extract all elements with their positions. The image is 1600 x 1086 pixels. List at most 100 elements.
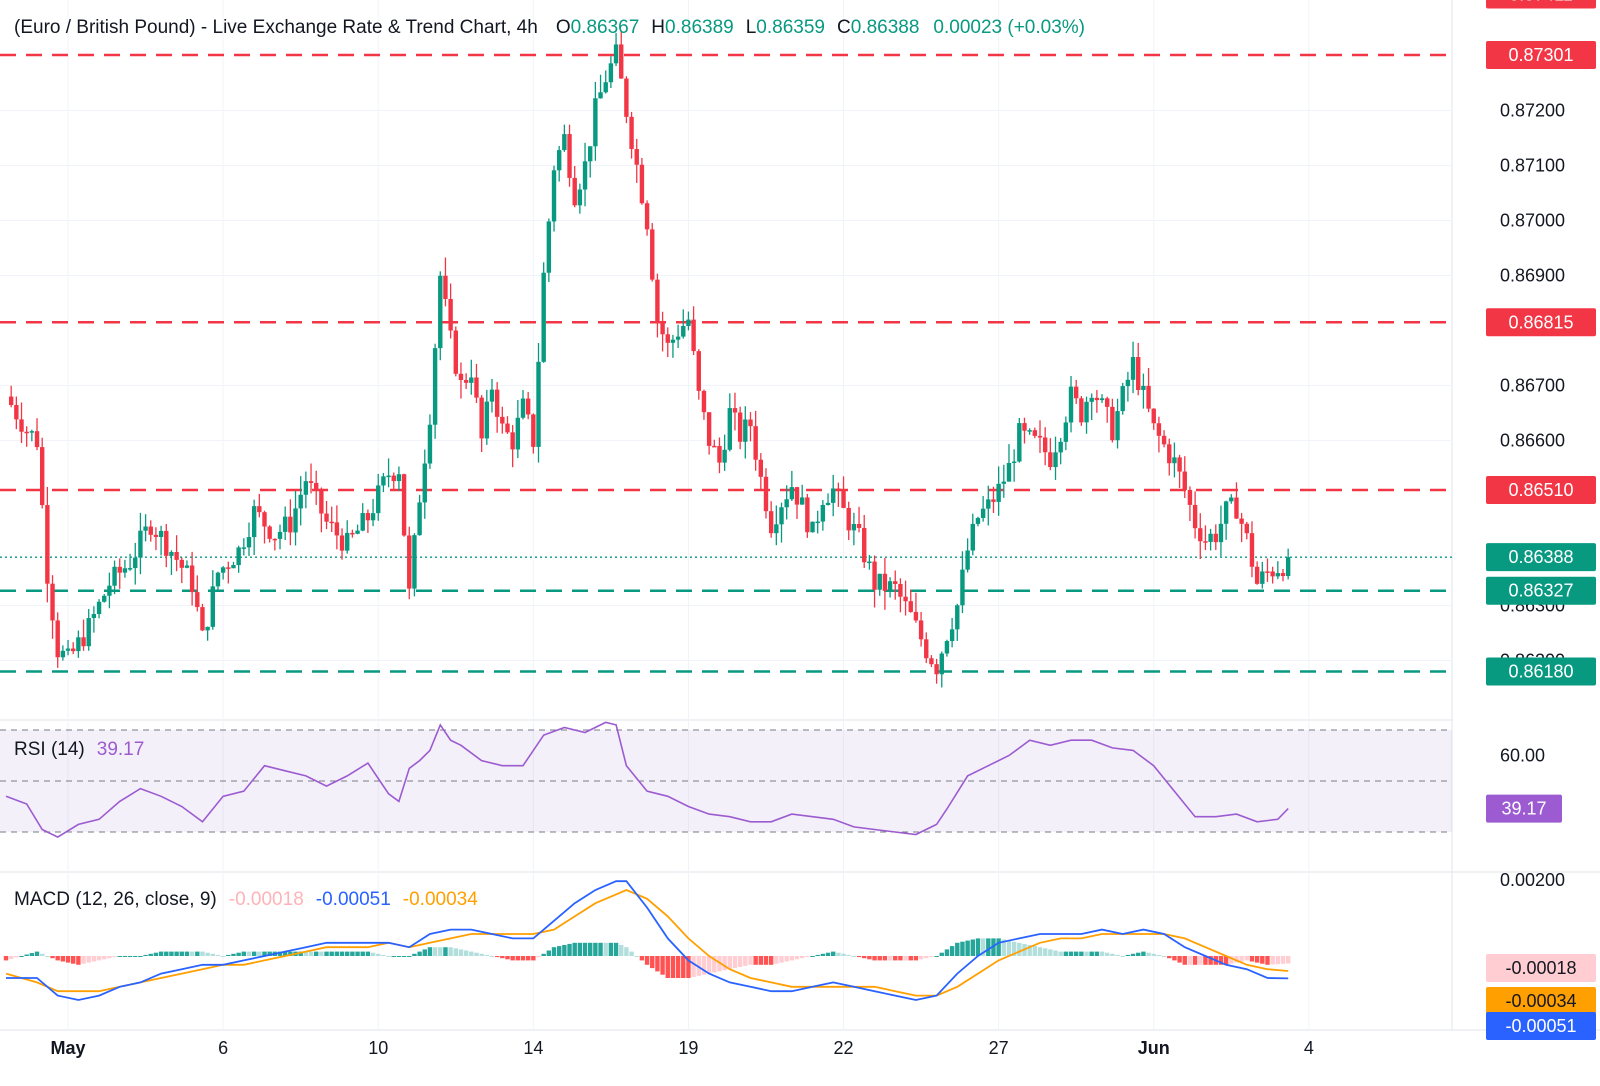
rsi-legend: RSI (14) 39.17 <box>14 739 144 760</box>
candle-body <box>696 351 701 391</box>
macd-histogram-bar <box>893 956 898 961</box>
rsi-pane[interactable] <box>0 721 1452 839</box>
date-tick-label: 22 <box>834 1038 854 1058</box>
macd-legend: MACD (12, 26, close, 9) -0.00018 -0.00051-… <box>14 889 478 910</box>
macd-histogram-bar <box>1229 956 1234 964</box>
macd-histogram-bar <box>215 954 221 956</box>
candlestick-series[interactable] <box>8 30 1291 688</box>
macd-histogram-bar <box>882 956 888 961</box>
candle-body <box>71 648 76 652</box>
candle-body <box>427 424 433 464</box>
candle-body <box>484 401 490 439</box>
macd-histogram-bar <box>396 956 402 957</box>
candle-body <box>789 487 795 500</box>
candle-body <box>1146 385 1151 409</box>
level-tag-label: 0.86327 <box>1508 581 1573 601</box>
candle-body <box>691 319 696 352</box>
macd-histogram-bar <box>34 951 40 956</box>
candle-body <box>107 585 112 596</box>
candle-body <box>1187 489 1193 505</box>
macd-histogram-bar <box>1136 952 1141 956</box>
candle-body <box>412 535 417 589</box>
candle-body <box>407 535 412 589</box>
macd-histogram-bar <box>1260 956 1265 964</box>
candle-body <box>515 417 521 450</box>
macd-histogram-bar <box>825 952 831 956</box>
candle-body <box>525 398 531 415</box>
candle-body <box>210 586 215 627</box>
macd-histogram-bar <box>691 956 696 977</box>
price-axis[interactable]: 0.87200 0.87100 0.87000 0.86900 0.86700 0.866… <box>1486 0 1596 1040</box>
candle-body <box>205 626 210 631</box>
candle-body <box>19 419 24 432</box>
macd-histogram-bar <box>179 951 184 956</box>
candle-body <box>443 275 448 299</box>
candle-body <box>701 390 707 413</box>
macd-histogram-bar <box>520 956 526 961</box>
candle-body <box>1260 571 1265 584</box>
macd-histogram-bar <box>1089 951 1094 956</box>
candle-body <box>856 523 862 528</box>
candle-body <box>929 658 934 665</box>
candle-body <box>872 561 877 590</box>
candle-body <box>862 527 867 563</box>
macd-histogram-bar <box>706 956 712 974</box>
macd-histogram-bar <box>1063 951 1069 956</box>
macd-histogram-bar <box>1115 954 1120 956</box>
candle-body <box>732 408 738 413</box>
close-value: 0.86388 <box>851 17 920 38</box>
candle-body <box>1182 471 1187 490</box>
macd-histogram-bar <box>903 956 908 961</box>
candle-body <box>422 463 427 503</box>
macd-histogram-bar <box>613 942 619 956</box>
macd-histogram-bar <box>696 956 701 976</box>
date-axis[interactable]: May 6 10 14 19 22 27 Jun 4 <box>51 1038 1314 1058</box>
macd-histogram-bar <box>732 956 738 969</box>
macd-histogram-bar <box>251 951 257 956</box>
candle-body <box>381 476 386 486</box>
candle-body <box>251 506 257 538</box>
macd-histogram-bar <box>1105 952 1110 956</box>
candle-body <box>1192 504 1198 529</box>
macd-histogram-bar <box>81 956 86 964</box>
candle-body <box>112 566 117 586</box>
macd-histogram-bar <box>365 951 371 956</box>
close-label: C <box>837 17 851 38</box>
change-value: 0.00023 (+0.03%) <box>933 17 1085 38</box>
macd-histogram-bar <box>1198 956 1203 965</box>
macd-histogram-bar <box>3 956 9 961</box>
macd-histogram-bar <box>567 943 572 956</box>
macd-histogram-bar <box>536 956 541 958</box>
candle-body <box>1042 437 1048 453</box>
candle-body <box>34 431 40 448</box>
macd-histogram-bar <box>282 951 288 956</box>
level-tag-label: 0.86815 <box>1508 312 1573 332</box>
candle-body <box>675 336 681 340</box>
macd-pane[interactable] <box>3 880 1291 1001</box>
macd-histogram-bar <box>598 942 603 956</box>
candle-body <box>494 389 500 417</box>
macd-histogram-bar <box>391 956 396 957</box>
candle-body <box>102 595 107 602</box>
candle-body <box>448 298 453 331</box>
candle-body <box>758 459 764 477</box>
candle-body <box>655 279 660 322</box>
candle-body <box>1167 444 1172 464</box>
macd-histogram-bar <box>1182 956 1187 965</box>
candle-body <box>1265 571 1270 573</box>
candle-body <box>453 330 458 374</box>
macd-histogram-bar <box>1254 956 1260 963</box>
macd-histogram-bar <box>877 956 882 961</box>
macd-histogram-bar <box>112 956 117 958</box>
candle-body <box>1285 557 1291 577</box>
candle-body <box>991 499 996 502</box>
rsi-title: RSI (14) <box>14 739 85 760</box>
macd-histogram-bar <box>370 952 376 956</box>
macd-histogram-bar <box>820 953 826 956</box>
candle-body <box>1239 518 1244 524</box>
macd-histogram-bar <box>427 947 433 956</box>
candle-body <box>913 611 919 621</box>
date-tick-label: 6 <box>218 1038 228 1058</box>
candle-body <box>1001 481 1007 484</box>
